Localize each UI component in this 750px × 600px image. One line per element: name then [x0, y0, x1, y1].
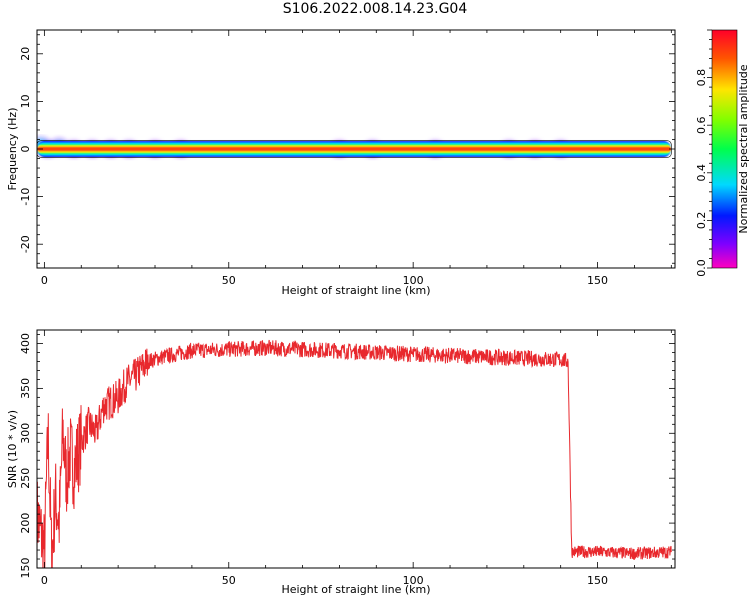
snr-y-tick-label: 350 [19, 378, 32, 399]
colorbar-tick-label: 0.6 [695, 116, 708, 134]
spectrogram-x-tick-label: 100 [403, 274, 424, 287]
spectrogram-x-tick-label: 150 [587, 274, 608, 287]
snr-ylabel: SNR (10 * v/v) [6, 410, 19, 488]
snr-axes-frame [36, 329, 676, 569]
colorbar-tick-label: 0.4 [695, 164, 708, 182]
figure-title: S106.2022.008.14.23.G04 [282, 1, 468, 17]
spectrogram-y-tick-label: 0 [19, 146, 32, 153]
snr-y-tick-label: 200 [19, 513, 32, 534]
snr-y-tick-label: 250 [19, 468, 32, 489]
snr-xlabel: Height of straight line (km) [281, 583, 430, 596]
spectrogram-band [37, 140, 672, 158]
snr-series-line [37, 339, 672, 568]
spectrogram-y-tick-label: -20 [19, 235, 32, 253]
spectrogram-x-tick-label: 0 [41, 274, 48, 287]
snr-y-tick-label: 400 [19, 333, 32, 354]
snr-y-tick-label: 300 [19, 423, 32, 444]
snr-ticks: 0 50 100 150 150 200 250 300 350 400 [19, 330, 675, 587]
spectrogram-y-tick-label: 20 [19, 47, 32, 61]
spectrogram-y-tick-label: 10 [19, 94, 32, 108]
snr-y-tick-label: 150 [19, 558, 32, 579]
colorbar: 0.0 0.2 0.4 0.6 0.8 Normalized spectral ampl… [695, 29, 750, 277]
snr-x-tick-label: 50 [222, 574, 236, 587]
colorbar-label: Normalized spectral amplitude [737, 64, 750, 233]
colorbar-ticks: 0.0 0.2 0.4 0.6 0.8 [695, 29, 712, 277]
colorbar-gradient [712, 30, 737, 268]
spectrogram-ylabel: Frequency (Hz) [6, 108, 19, 191]
colorbar-tick-label: 0.0 [695, 259, 708, 277]
colorbar-tick-label: 0.8 [695, 69, 708, 87]
snr-x-tick-label: 0 [41, 574, 48, 587]
colorbar-tick-label: 0.2 [695, 212, 708, 230]
spectrogram-band-layer [37, 146, 672, 152]
spectrogram-xlabel: Height of straight line (km) [281, 284, 430, 297]
spectrogram-x-tick-label: 50 [222, 274, 236, 287]
snr-panel: 0 50 100 150 150 200 250 300 350 400 Height of st… [6, 329, 676, 596]
spectrogram-y-tick-label: -10 [19, 188, 32, 206]
spectrogram-panel: 0 50 100 150 -20 -10 0 10 20 Height of straight … [6, 29, 676, 297]
colorbar-frame [711, 29, 738, 269]
spectrogram-ticks: 0 50 100 150 -20 -10 0 10 20 [19, 30, 675, 287]
snr-x-tick-label: 150 [587, 574, 608, 587]
spectrogram-heatmap [37, 136, 672, 158]
snr-x-tick-label: 100 [403, 574, 424, 587]
